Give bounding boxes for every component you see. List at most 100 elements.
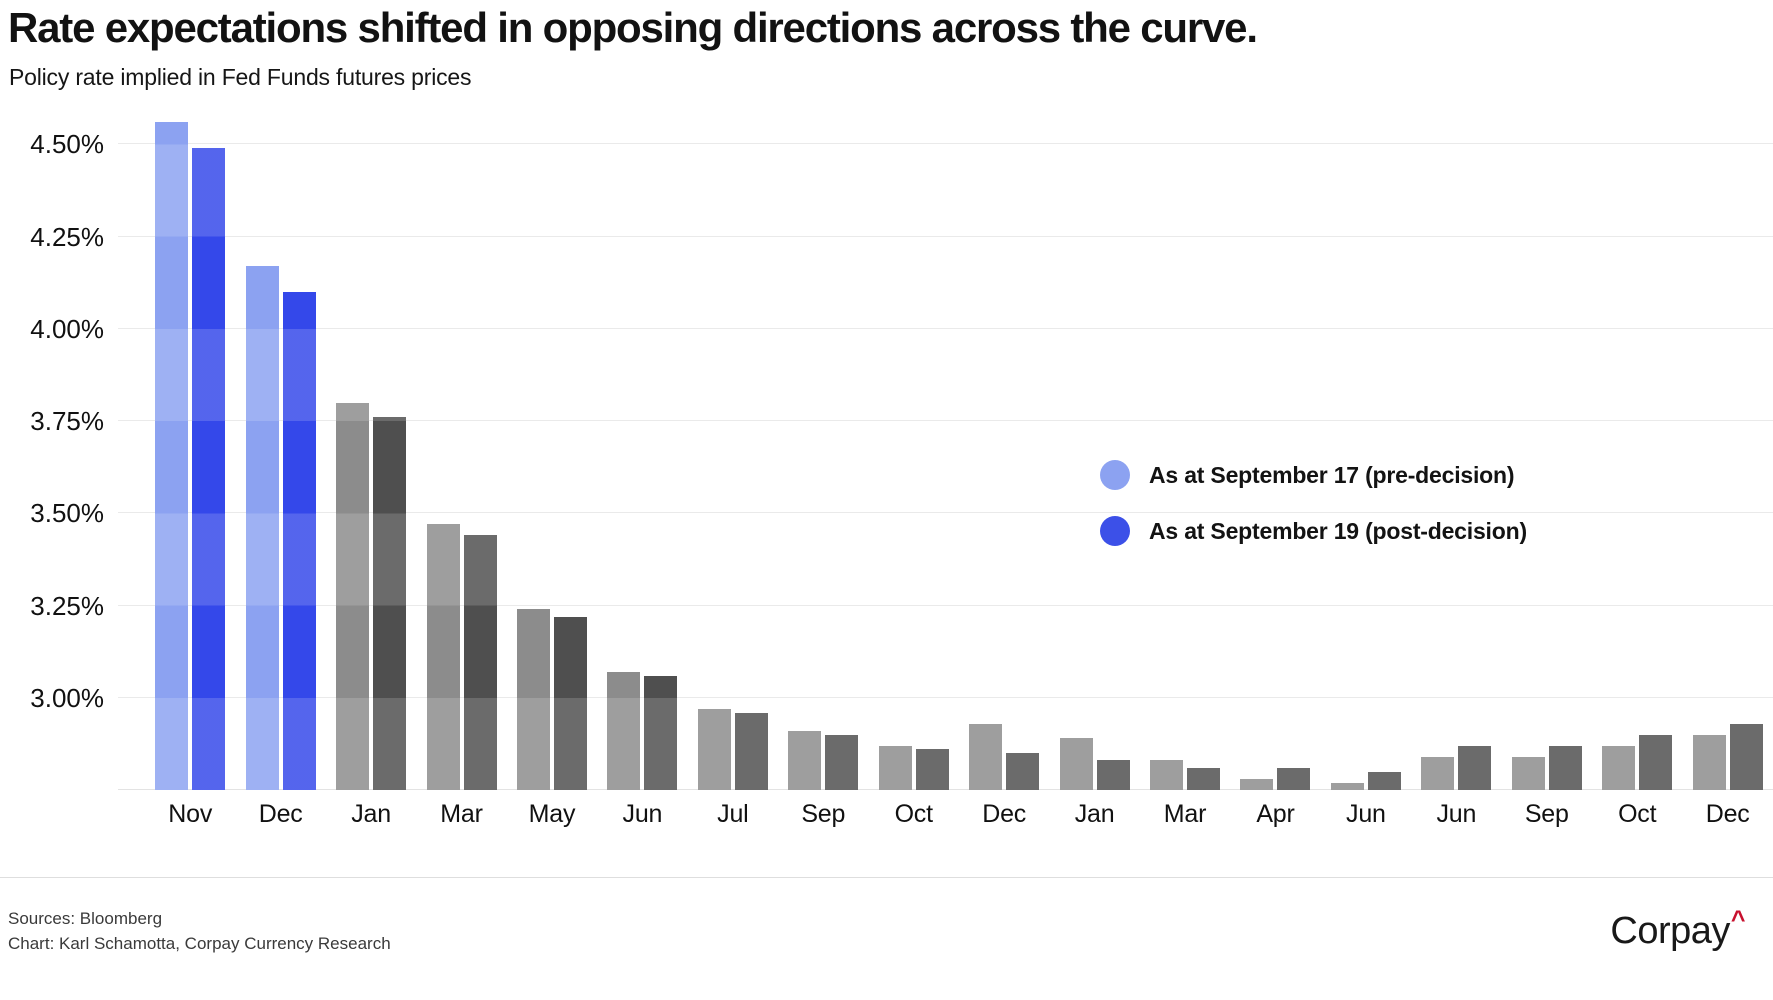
bar-pre-jul-6 [697,708,731,790]
bar-post-dec-9 [1006,753,1040,790]
bar-pre-apr-12 [1240,778,1274,790]
x-axis-tick-label: Mar [1163,800,1207,828]
y-axis-tick-label: 4.25% [30,221,104,252]
footer-divider [0,877,1773,878]
bar-group-jun-5 [597,100,687,790]
bar-pre-dec-9 [969,723,1003,790]
bar-post-mar-3 [463,535,497,790]
bar-post-dec-1 [282,291,316,790]
bar-group-dec-1 [235,100,325,790]
bar-pre-jun-13 [1330,782,1364,790]
gridline [118,327,1773,329]
bar-post-nov-0 [192,147,226,790]
bar-group-jan-10 [1049,100,1139,790]
bar-post-may-4 [553,616,587,790]
bar-post-jun-13 [1367,771,1401,790]
bar-group-jul-6 [688,100,778,790]
x-axis-tick-label: Dec [982,800,1027,828]
footer-sources: Sources: Bloomberg [8,909,163,928]
legend-label: As at September 19 (post-decision) [1149,517,1527,544]
bar-group-mar-11 [1140,100,1230,790]
x-axis-tick-label: Sep [1524,800,1569,828]
bar-group-sep-7 [778,100,868,790]
bar-pre-may-4 [516,609,550,790]
bar-pre-jun-5 [607,671,641,790]
y-axis-tick-label: 3.50% [30,498,104,529]
bar-post-jun-14 [1458,745,1492,790]
bar-pre-oct-8 [878,745,912,790]
y-axis-tick-label: 4.50% [30,129,104,160]
legend-label: As at September 17 (pre-decision) [1149,461,1515,488]
gridline [118,235,1773,237]
bar-pre-mar-3 [426,524,460,790]
bar-post-jan-10 [1096,760,1130,790]
x-axis-tick-label: Jan [351,800,391,828]
bar-post-jul-6 [734,712,768,790]
bar-group-apr-12 [1230,100,1320,790]
gridline [118,604,1773,606]
x-axis-tick-label: Jul [717,800,749,828]
x-axis-tick-label: Nov [168,800,213,828]
plot-area: 3.00% 3.25% 3.50% 3.75% 4.00% 4.25% 4.50% [0,100,1773,790]
bar-group-sep-15 [1502,100,1592,790]
x-axis-labels: Nov Dec Jan Mar May Jun Jul Sep Oct Dec Jan Mar Apr J… [145,800,1773,829]
legend: As at September 17 (pre-decision) As at S… [1100,460,1527,572]
gridline [118,512,1773,514]
x-axis-tick-label: Apr [1256,800,1295,828]
bar-group-dec-17 [1682,100,1772,790]
legend-item-0: As at September 17 (pre-decision) [1100,460,1527,490]
bar-group-jun-14 [1411,100,1501,790]
legend-dot-icon [1100,516,1130,546]
corpay-logo: Corpay^ [1610,906,1745,953]
y-axis-tick-label: 3.00% [30,682,104,713]
bar-post-oct-8 [915,749,949,790]
x-axis-tick-label: Jan [1074,800,1115,828]
gridline [118,420,1773,422]
x-axis-tick-label: Oct [1618,800,1657,828]
chart-subtitle: Policy rate implied in Fed Funds futures… [9,64,472,90]
gridline [118,696,1773,698]
bar-pre-dec-17 [1692,734,1726,790]
legend-item-1: As at September 19 (post-decision) [1100,516,1527,546]
x-axis-tick-label: Jun [622,800,663,828]
bar-post-sep-7 [825,734,859,790]
bar-group-nov-0 [145,100,235,790]
bar-post-oct-16 [1639,734,1673,790]
x-axis-tick-label: Oct [894,800,933,828]
bar-group-jan-2 [326,100,416,790]
x-axis-tick-label: Sep [801,800,846,828]
bar-series [145,100,1773,790]
bar-pre-jun-14 [1421,756,1455,790]
bar-post-apr-12 [1277,767,1311,790]
x-axis-tick-label: Dec [258,800,303,828]
y-axis-tick-label: 3.75% [30,406,104,437]
bar-group-mar-3 [416,100,506,790]
bar-post-jun-5 [644,675,678,790]
x-axis-tick-label: Mar [440,800,483,828]
bar-pre-dec-1 [245,266,279,790]
bar-pre-mar-11 [1150,760,1184,790]
bar-pre-sep-7 [788,730,822,790]
bar-post-mar-11 [1187,767,1221,790]
bar-post-sep-15 [1548,745,1582,790]
bar-post-dec-17 [1729,723,1763,790]
bar-pre-jan-10 [1059,738,1093,790]
bar-group-oct-16 [1592,100,1682,790]
bar-pre-sep-15 [1511,756,1545,790]
bar-group-jun-13 [1321,100,1411,790]
bar-group-dec-9 [959,100,1049,790]
y-axis-tick-label: 3.25% [30,590,104,621]
x-axis-tick-label: Jun [1436,800,1477,828]
bar-post-jan-2 [373,417,407,790]
bar-group-may-4 [507,100,597,790]
x-axis-tick-label: Jun [1346,800,1386,828]
bar-pre-nov-0 [155,122,189,790]
legend-dot-icon [1100,460,1130,490]
footer: Sources: Bloomberg Chart: Karl Schamotta… [8,906,391,956]
chart-title: Rate expectations shifted in opposing di… [8,4,1258,51]
bar-pre-oct-16 [1602,745,1636,790]
footer-credit: Chart: Karl Schamotta, Corpay Currency R… [8,934,391,953]
gridline [118,143,1773,145]
bar-group-oct-8 [869,100,959,790]
corpay-logo-caret: ^ [1730,906,1746,934]
